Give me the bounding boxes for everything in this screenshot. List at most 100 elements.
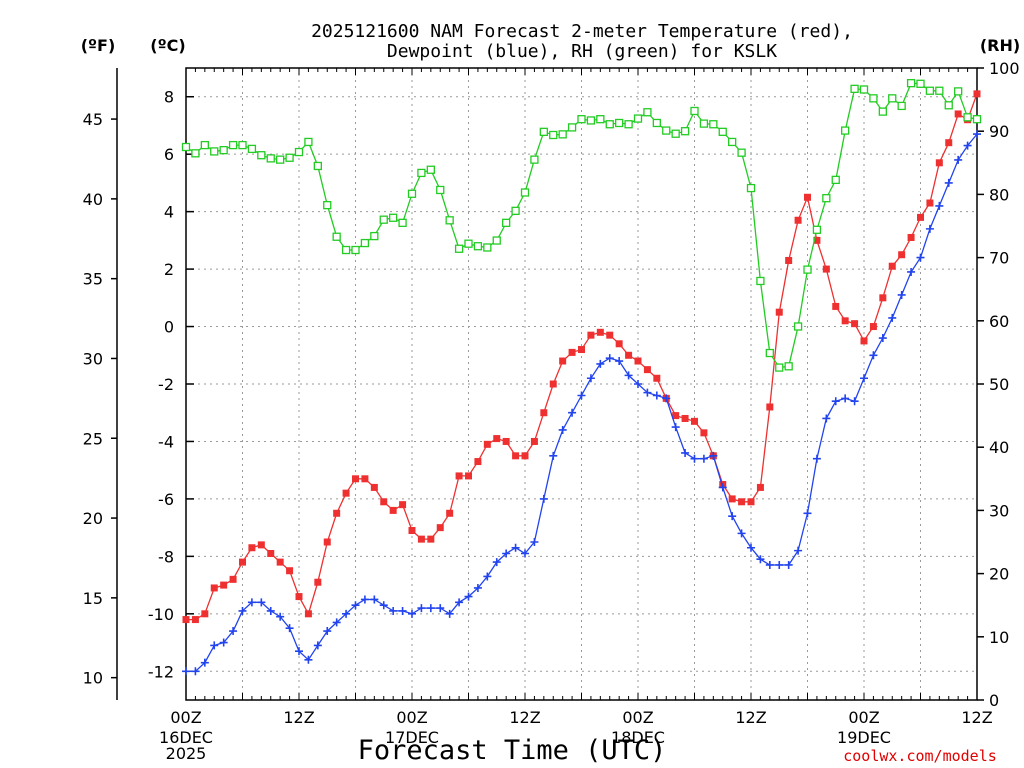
rh-point [407, 189, 417, 198]
rh-tick-label: 0 [989, 691, 999, 710]
rh-point [963, 113, 972, 122]
temperature-point [201, 610, 209, 618]
dewpoint-point [389, 606, 398, 615]
temperature-point [643, 366, 651, 374]
grid-lines [186, 68, 977, 700]
temperature-point [352, 475, 359, 483]
x-tick-label: 12Z [283, 708, 314, 727]
temperature-point [587, 331, 595, 339]
rh-point [596, 115, 605, 124]
dewpoint-point [502, 549, 511, 558]
dewpoint-point [351, 601, 360, 610]
temperature-point [286, 567, 294, 575]
temperature-point [945, 139, 953, 147]
temperature-point [973, 90, 981, 98]
rh-point [530, 155, 539, 164]
rh-point [793, 322, 803, 331]
temperature-point [446, 509, 454, 517]
dewpoint-point [182, 667, 190, 676]
temperature-point [474, 458, 482, 466]
temperature-point [860, 337, 868, 345]
axes: -12-10-8-6-4-202468101520253035404501020… [83, 59, 1020, 763]
series-celsius-0 [182, 90, 981, 624]
celsius-tick-label: 4 [164, 203, 174, 222]
temperature-point [512, 452, 520, 460]
rh-point [652, 118, 661, 128]
rh-point [483, 243, 492, 252]
dewpoint-point [869, 351, 878, 360]
temperature-point [314, 578, 322, 586]
dewpoint-point [916, 253, 925, 262]
x-axis-label: Forecast Time (UTC) [358, 735, 667, 766]
temperature-point [427, 535, 435, 543]
dewpoint-point [332, 618, 341, 627]
fahrenheit-tick-label: 10 [83, 669, 103, 688]
dewpoint-point [681, 448, 690, 457]
rh-point [605, 120, 614, 129]
dewpoint-point [812, 454, 821, 463]
rh-point [859, 85, 869, 94]
temperature-point [775, 308, 783, 316]
rh-point [878, 107, 887, 116]
rh-tick-label: 10 [989, 628, 1009, 647]
dewpoint-point [897, 290, 906, 299]
data-series [181, 79, 982, 676]
temperature-point [634, 357, 642, 365]
dewpoint-point [191, 667, 200, 676]
rh-point [869, 94, 878, 103]
dewpoint-point [615, 357, 624, 366]
dewpoint-point [492, 558, 501, 567]
dewpoint-point [596, 359, 605, 368]
temperature-point [935, 159, 943, 167]
temperature-point [728, 495, 736, 503]
rh-point [925, 86, 935, 95]
celsius-tick-label: -4 [158, 432, 174, 451]
temperature-point [785, 256, 793, 264]
temperature-point [907, 233, 915, 241]
dewpoint-point [511, 543, 520, 552]
dewpoint-point [229, 627, 238, 636]
rh-point [426, 165, 435, 174]
temperature-point [502, 437, 510, 445]
rh-point [737, 148, 746, 157]
rh-point [257, 151, 266, 160]
dewpoint-point [690, 454, 699, 463]
chart-title-line2: Dewpoint (blue), RH (green) for KSLK [387, 41, 777, 62]
temperature-point [276, 558, 284, 566]
rh-point [285, 153, 294, 162]
rh-point [558, 130, 567, 139]
credit-text: coolwx.com/models [843, 747, 997, 765]
dewpoint-point [276, 612, 285, 621]
temperature-point [521, 452, 529, 460]
fahrenheit-tick-label: 40 [83, 190, 103, 209]
rh-point [370, 231, 379, 241]
dewpoint-point [850, 397, 859, 406]
dewpoint-point [605, 354, 614, 363]
temperature-point [370, 483, 378, 491]
rh-tick-label: 40 [989, 438, 1009, 457]
fahrenheit-unit-label: (ºF) [81, 36, 116, 55]
temperature-point [653, 374, 661, 382]
dewpoint-point [473, 583, 482, 592]
temperature-point [333, 509, 341, 517]
temperature-point [295, 593, 303, 601]
rh-point [671, 129, 680, 138]
temperature-point [239, 558, 246, 566]
dewpoint-point [634, 380, 642, 388]
dewpoint-point [304, 655, 313, 664]
dewpoint-point [925, 224, 934, 233]
rh-unit-label: (RH) [980, 36, 1020, 55]
celsius-tick-label: -8 [158, 547, 174, 566]
dewpoint-point [747, 543, 755, 552]
rh-point [935, 86, 944, 95]
rh-point [238, 140, 247, 150]
dewpoint-point [200, 658, 209, 667]
temperature-point [851, 320, 859, 328]
temperature-point [540, 409, 548, 417]
rh-point [549, 130, 558, 140]
dewpoint-point [521, 549, 529, 558]
dewpoint-point [652, 391, 661, 400]
dewpoint-point [313, 641, 322, 650]
rh-point [567, 123, 577, 132]
dewpoint-point [671, 423, 680, 432]
